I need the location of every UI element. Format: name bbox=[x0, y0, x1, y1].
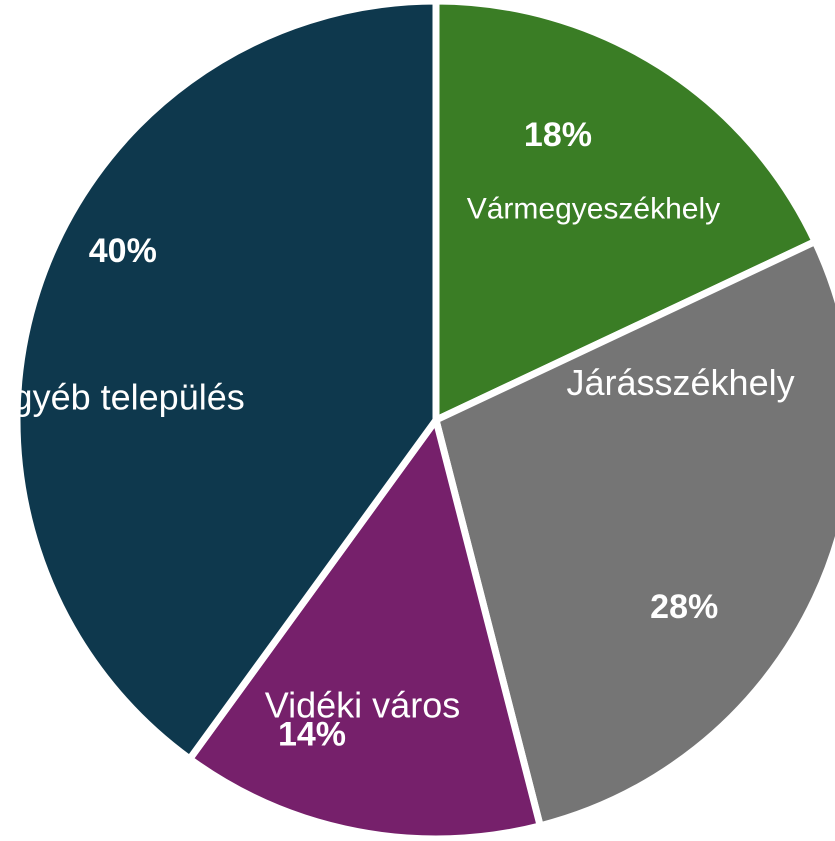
slice-value-label-1: 18% bbox=[524, 116, 592, 154]
slice-label-4: Egyéb település bbox=[0, 376, 245, 417]
pie-slice-2 bbox=[432, 238, 835, 830]
slice-value-label-4: 40% bbox=[89, 232, 157, 270]
pie-labels: Vármegyeszékhely 18% Járásszékhely 28% Vidék… bbox=[0, 116, 795, 753]
slice-label-1: Vármegyeszékhely bbox=[467, 193, 720, 226]
pie-slice-1 bbox=[432, 0, 819, 424]
pie-slice-3 bbox=[186, 416, 544, 841]
pie-slices bbox=[13, 0, 835, 841]
slice-value-label-3: 14% bbox=[278, 716, 346, 754]
slice-label-3: Vidéki város bbox=[265, 684, 460, 725]
slice-label-2: Járásszékhely bbox=[567, 362, 795, 403]
slice-value-label-2: 28% bbox=[650, 588, 718, 626]
pie-slice-4 bbox=[13, 0, 440, 763]
